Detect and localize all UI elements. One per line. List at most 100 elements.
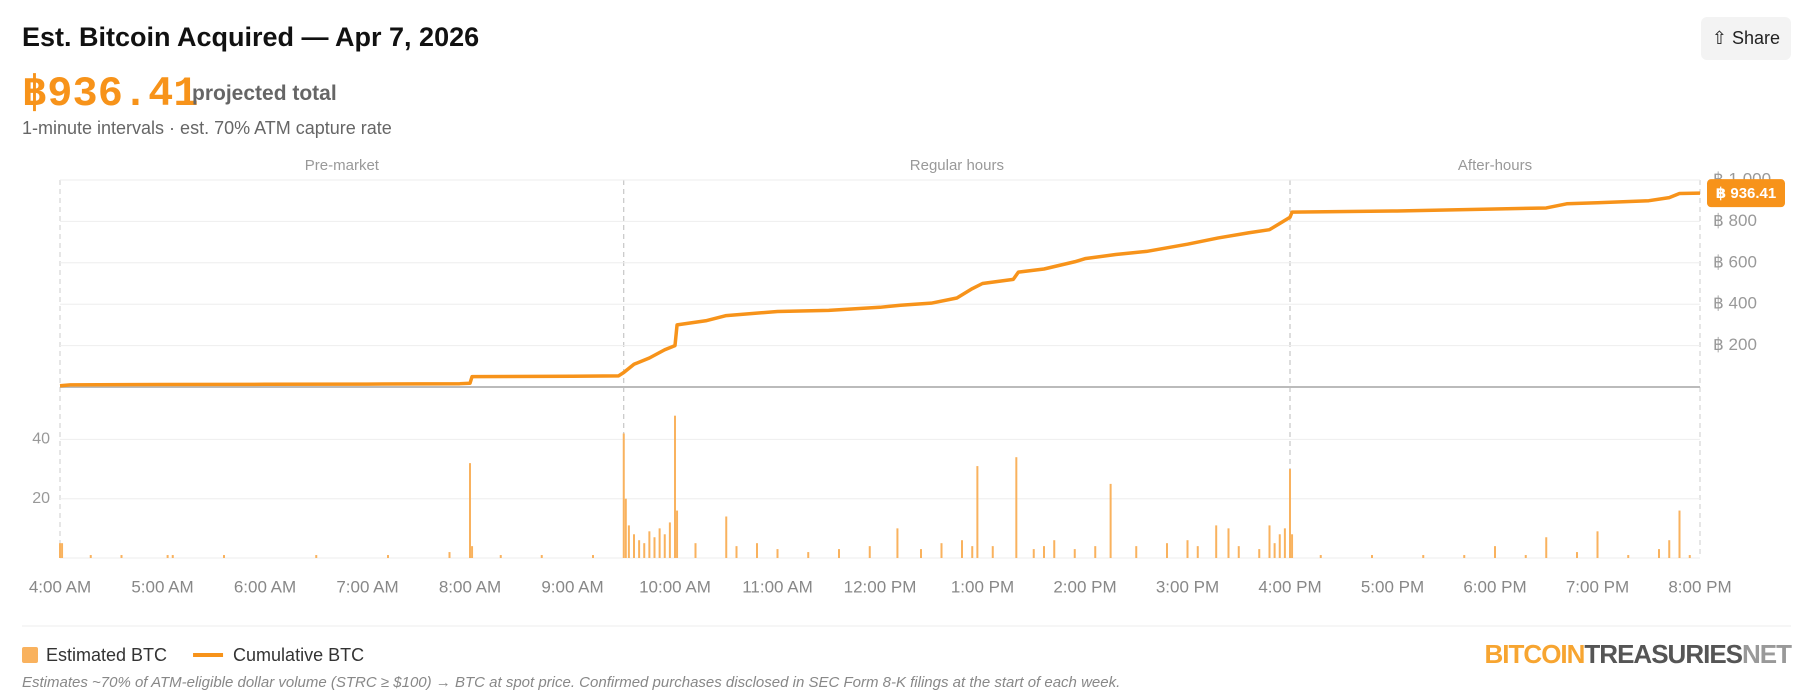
bar bbox=[622, 433, 625, 558]
bar bbox=[653, 537, 656, 558]
x-tick-label: 6:00 AM bbox=[234, 577, 296, 596]
bar bbox=[868, 546, 871, 558]
x-tick-label: 2:00 PM bbox=[1053, 577, 1116, 596]
logo-part: BITCOIN bbox=[1485, 639, 1585, 669]
bar bbox=[171, 555, 174, 558]
end-badge bbox=[1707, 179, 1785, 208]
share-button[interactable]: ⇧ Share bbox=[1701, 17, 1791, 60]
bar bbox=[648, 531, 651, 558]
bar bbox=[807, 552, 810, 558]
bar bbox=[1596, 531, 1599, 558]
bar bbox=[638, 540, 641, 558]
bar bbox=[756, 543, 758, 558]
legend-swatch bbox=[22, 647, 38, 663]
cumulative-line bbox=[59, 191, 1701, 388]
bar bbox=[776, 549, 779, 558]
bar bbox=[1291, 534, 1294, 558]
logo-part: TREASURIES bbox=[1584, 639, 1742, 669]
share-label: Share bbox=[1732, 28, 1781, 48]
bar bbox=[1109, 483, 1112, 558]
title: Est. Bitcoin Acquired — Apr 7, 2026 bbox=[22, 22, 480, 52]
bar bbox=[540, 555, 543, 558]
total-value: ฿936.41 bbox=[22, 70, 199, 118]
x-tick-label: 8:00 AM bbox=[439, 577, 501, 596]
x-tick-label: 4:00 AM bbox=[29, 577, 91, 596]
logo: BITCOINTREASURIESNET bbox=[1485, 639, 1793, 669]
end-label: ฿ 936.41 bbox=[1716, 185, 1776, 202]
bar bbox=[668, 522, 671, 558]
bar bbox=[1668, 540, 1671, 558]
x-tick-label: 3:00 PM bbox=[1156, 577, 1219, 596]
x-tick-label: 12:00 PM bbox=[844, 577, 917, 596]
bar bbox=[725, 516, 728, 558]
bar bbox=[1463, 555, 1466, 558]
x-tick-label: 8:00 PM bbox=[1668, 577, 1731, 596]
bar bbox=[592, 555, 594, 558]
session-label: After-hours bbox=[1458, 157, 1532, 174]
bar bbox=[676, 510, 679, 558]
bar bbox=[961, 540, 963, 558]
bar bbox=[448, 552, 451, 558]
x-tick-label: 7:00 AM bbox=[336, 577, 398, 596]
footnote: Estimates ~70% of ATM-eligible dollar vo… bbox=[22, 674, 1121, 691]
legend-label: Estimated BTC bbox=[46, 645, 167, 665]
y-tick-label: 20 bbox=[32, 490, 50, 507]
bar bbox=[1094, 546, 1097, 558]
x-tick-label: 5:00 PM bbox=[1361, 577, 1424, 596]
bar bbox=[920, 549, 922, 558]
bar bbox=[469, 463, 471, 558]
bar bbox=[1678, 510, 1681, 558]
x-tick-label: 7:00 PM bbox=[1566, 577, 1629, 596]
subtitle: 1-minute intervals · est. 70% ATM captur… bbox=[22, 118, 392, 138]
bar bbox=[1015, 457, 1018, 558]
bar bbox=[971, 546, 974, 558]
x-tick-label: 11:00 AM bbox=[742, 577, 813, 596]
bar bbox=[1545, 537, 1548, 558]
bar bbox=[1073, 549, 1076, 558]
bar bbox=[1371, 555, 1373, 558]
logo-part: NET bbox=[1742, 639, 1792, 669]
bar bbox=[120, 555, 123, 558]
y-tick-label: ฿ 800 bbox=[1713, 211, 1757, 230]
bar bbox=[1237, 546, 1240, 558]
session-label: Regular hours bbox=[910, 157, 1004, 174]
bar bbox=[1422, 555, 1425, 558]
session-label: Pre-market bbox=[305, 157, 380, 174]
bar bbox=[1289, 469, 1291, 558]
bar bbox=[674, 415, 676, 558]
x-tick-label: 5:00 AM bbox=[131, 577, 193, 596]
bar bbox=[624, 498, 627, 558]
bar bbox=[1043, 546, 1045, 558]
x-tick-label: 9:00 AM bbox=[541, 577, 603, 596]
bar bbox=[643, 543, 646, 558]
bar bbox=[223, 555, 225, 558]
bar bbox=[1658, 549, 1660, 558]
bar bbox=[735, 546, 738, 558]
bar bbox=[633, 534, 635, 558]
bar bbox=[315, 555, 318, 558]
bar bbox=[1494, 546, 1496, 558]
bar bbox=[1278, 534, 1281, 558]
x-tick-label: 6:00 PM bbox=[1463, 577, 1526, 596]
bar bbox=[1576, 552, 1578, 558]
bar bbox=[471, 546, 474, 558]
y-tick-label: ฿ 1,000 bbox=[1713, 169, 1771, 188]
y-tick-label: ฿ 400 bbox=[1713, 294, 1757, 313]
x-tick-label: 4:00 PM bbox=[1258, 577, 1321, 596]
bar bbox=[1273, 543, 1276, 558]
bar bbox=[1186, 540, 1189, 558]
bar bbox=[499, 555, 502, 558]
bar bbox=[387, 555, 389, 558]
bar bbox=[1166, 543, 1168, 558]
bar bbox=[1135, 546, 1138, 558]
bar bbox=[59, 543, 61, 558]
bar bbox=[1319, 555, 1322, 558]
bar bbox=[89, 555, 92, 558]
bar bbox=[976, 466, 979, 558]
bar bbox=[694, 543, 697, 558]
bar bbox=[61, 543, 64, 558]
bar bbox=[1053, 540, 1056, 558]
bar bbox=[1196, 546, 1199, 558]
bar bbox=[1268, 525, 1271, 558]
bar bbox=[166, 555, 169, 558]
